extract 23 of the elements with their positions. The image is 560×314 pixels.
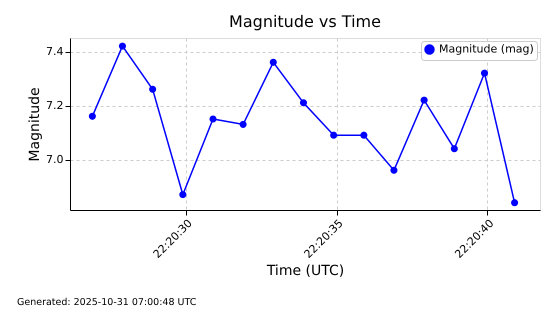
chart-title: Magnitude vs Time xyxy=(229,12,381,31)
y-axis-title: Magnitude xyxy=(27,87,44,162)
point xyxy=(209,115,217,123)
point xyxy=(300,99,308,106)
legend-label: Magnitude (mag) xyxy=(439,42,534,56)
y-tick-label: 7.4 xyxy=(46,45,64,58)
point xyxy=(360,132,368,139)
point xyxy=(270,58,277,66)
point xyxy=(330,132,338,139)
point xyxy=(480,70,488,77)
point xyxy=(118,42,126,50)
point xyxy=(179,191,186,198)
point xyxy=(450,145,458,152)
y-tick-label: 7.2 xyxy=(46,99,64,112)
point xyxy=(240,120,247,128)
x-axis-title: Time (UTC) xyxy=(266,263,344,280)
point xyxy=(390,166,398,174)
point xyxy=(149,86,156,93)
y-tick-label: 7.0 xyxy=(46,153,64,166)
point xyxy=(88,112,96,120)
text: Generated: 2025-10-31 07:00:48 UTC xyxy=(17,297,197,308)
point xyxy=(420,96,428,104)
point xyxy=(511,199,518,206)
